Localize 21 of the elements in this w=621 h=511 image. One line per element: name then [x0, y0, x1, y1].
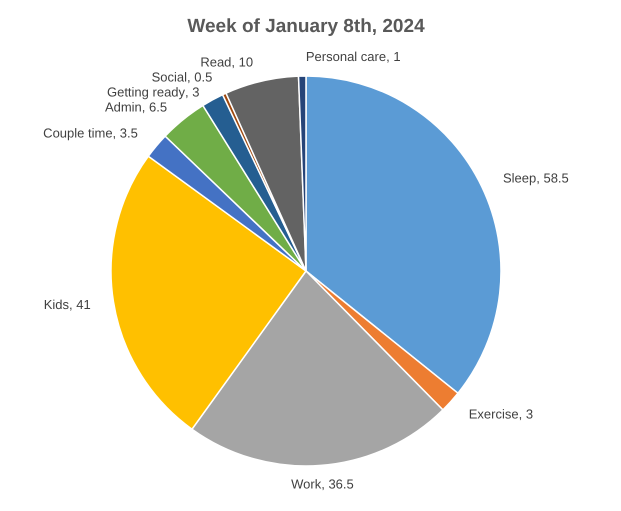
slice-label: Social: [152, 70, 188, 85]
data-label: , 3.5: [112, 126, 138, 141]
data-label: , 58.5: [536, 170, 569, 186]
slice-label: Work: [291, 476, 322, 492]
data-label: , 3: [185, 84, 200, 100]
data-label: , 41: [69, 296, 91, 312]
slice-label: Read: [200, 54, 232, 70]
slice-label: Exercise: [468, 406, 519, 422]
slice-label: Sleep: [503, 170, 536, 186]
data-label: , 6.5: [142, 100, 168, 115]
slice-label: Getting ready: [106, 84, 186, 100]
data-label: , 10: [231, 54, 254, 70]
data-label: , 0.5: [187, 70, 212, 85]
slice-label: Kids: [44, 296, 70, 312]
data-label: , 3: [518, 406, 534, 422]
slice-label: Admin: [104, 100, 142, 115]
slice-label: Personal care: [306, 49, 386, 64]
slice-label: Couple time: [43, 126, 113, 141]
data-label: , 36.5: [321, 476, 354, 492]
chart-title: Week of January 8th, 2024: [187, 16, 426, 37]
data-label: , 1: [386, 49, 401, 64]
